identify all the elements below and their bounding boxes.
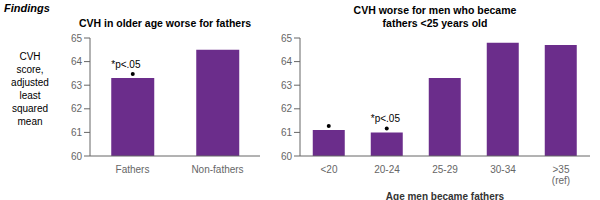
html-text:mean: mean [17,116,43,127]
svg-text:*p<.05: *p<.05 [111,59,141,70]
svg-text:30-34: 30-34 [490,164,516,175]
svg-text:>35(ref): >35(ref) [552,164,570,186]
html-text:least: least [19,90,41,101]
svg-text:64: 64 [281,56,293,67]
svg-text:25-29: 25-29 [432,164,458,175]
svg-text:60: 60 [71,151,83,162]
svg-text:61: 61 [71,127,83,138]
svg-text:63: 63 [281,80,293,91]
svg-text:61: 61 [281,127,293,138]
svg-text:<20: <20 [321,164,338,175]
html-text:CVH: CVH [19,51,41,62]
svg-text:65: 65 [71,33,83,44]
svg-text:63: 63 [71,80,83,91]
svg-text:60: 60 [281,151,293,162]
html-text:Findings: Findings [4,2,50,14]
svg-text:62: 62 [71,103,83,114]
svg-text:Fathers: Fathers [116,164,150,175]
svg-text:65: 65 [281,33,293,44]
svg-text:Age men became fathers: Age men became fathers [386,191,505,200]
html-text:score,: score, [16,64,44,75]
svg-text:62: 62 [281,103,293,114]
html-text:CVH in older age worse for fat: CVH in older age worse for fathers [78,17,252,29]
html-text:adjusted: adjusted [11,77,49,88]
html-text:squared: squared [11,103,49,114]
svg-text:20-24: 20-24 [374,164,400,175]
html-text:CVH worse for men who became: CVH worse for men who became [353,4,517,16]
svg-text:64: 64 [71,56,83,67]
svg-text:*p<.05: *p<.05 [371,113,401,124]
svg-text:Non-fathers: Non-fathers [191,164,243,175]
html-text:fathers <25 years old: fathers <25 years old [382,17,488,29]
